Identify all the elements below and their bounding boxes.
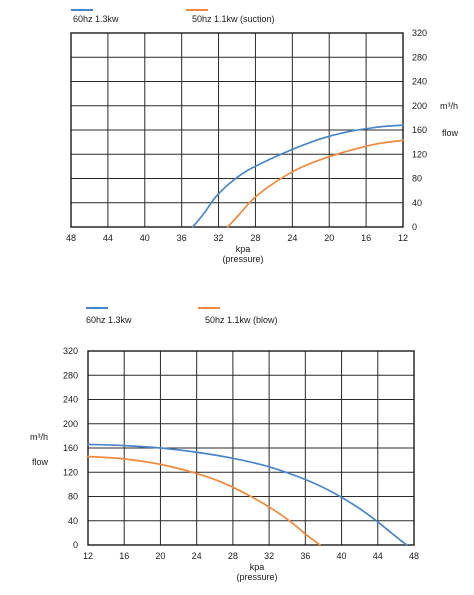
chart-1 <box>70 9 404 228</box>
x-tick-label: 24 <box>192 551 202 561</box>
x-tick-label: 12 <box>398 233 408 243</box>
x-tick-label: 12 <box>83 551 93 561</box>
x-tick-label: 20 <box>324 233 334 243</box>
y-tick-label: 0 <box>412 222 417 232</box>
y-tick-label: 0 <box>73 540 78 550</box>
chart-2 <box>86 307 415 546</box>
plot-frame <box>87 350 415 546</box>
x-tick-label: 24 <box>287 233 297 243</box>
plot-frame <box>70 32 404 228</box>
legend-label: 50hz 1.1kw (blow) <box>205 315 278 325</box>
y-axis-unit: m³/h <box>440 101 458 111</box>
y-tick-label: 160 <box>412 125 427 135</box>
x-tick-label: 16 <box>361 233 371 243</box>
y-tick-label: 280 <box>412 52 427 62</box>
y-tick-label: 320 <box>63 346 78 356</box>
x-tick-label: 44 <box>103 233 113 243</box>
x-axis-title: kpa <box>250 562 265 572</box>
series-line-50hz <box>87 455 321 546</box>
legend-label: 60hz 1.3kw <box>86 315 132 325</box>
x-tick-label: 36 <box>300 551 310 561</box>
legend-label: 60hz 1.3kw <box>73 14 119 24</box>
x-tick-label: 48 <box>66 233 76 243</box>
y-tick-label: 120 <box>412 149 427 159</box>
y-tick-label: 240 <box>63 395 78 405</box>
x-axis-subtitle: (pressure) <box>222 254 263 264</box>
x-axis-subtitle: (pressure) <box>236 572 277 582</box>
y-tick-label: 80 <box>68 492 78 502</box>
series-line-60hz <box>191 124 404 228</box>
x-tick-label: 28 <box>250 233 260 243</box>
x-tick-label: 20 <box>155 551 165 561</box>
y-tick-label: 40 <box>68 516 78 526</box>
x-tick-label: 36 <box>177 233 187 243</box>
x-tick-label: 44 <box>373 551 383 561</box>
x-axis-title: kpa <box>236 244 251 254</box>
y-axis-unit: m³/h <box>30 432 48 442</box>
x-tick-label: 32 <box>264 551 274 561</box>
y-tick-label: 240 <box>412 77 427 87</box>
x-tick-label: 32 <box>214 233 224 243</box>
x-tick-label: 40 <box>337 551 347 561</box>
y-axis-title: flow <box>32 457 49 467</box>
y-tick-label: 200 <box>63 419 78 429</box>
series-line-50hz <box>226 139 404 228</box>
y-tick-label: 280 <box>63 370 78 380</box>
legend-label: 50hz 1.1kw (suction) <box>192 14 275 24</box>
x-tick-label: 40 <box>140 233 150 243</box>
x-tick-label: 48 <box>409 551 419 561</box>
y-tick-label: 160 <box>63 443 78 453</box>
series-line-60hz <box>87 443 408 546</box>
y-tick-label: 40 <box>412 198 422 208</box>
y-axis-title: flow <box>442 128 459 138</box>
y-tick-label: 80 <box>412 174 422 184</box>
x-tick-label: 16 <box>119 551 129 561</box>
y-tick-label: 320 <box>412 28 427 38</box>
y-tick-label: 200 <box>412 101 427 111</box>
x-tick-label: 28 <box>228 551 238 561</box>
y-tick-label: 120 <box>63 467 78 477</box>
